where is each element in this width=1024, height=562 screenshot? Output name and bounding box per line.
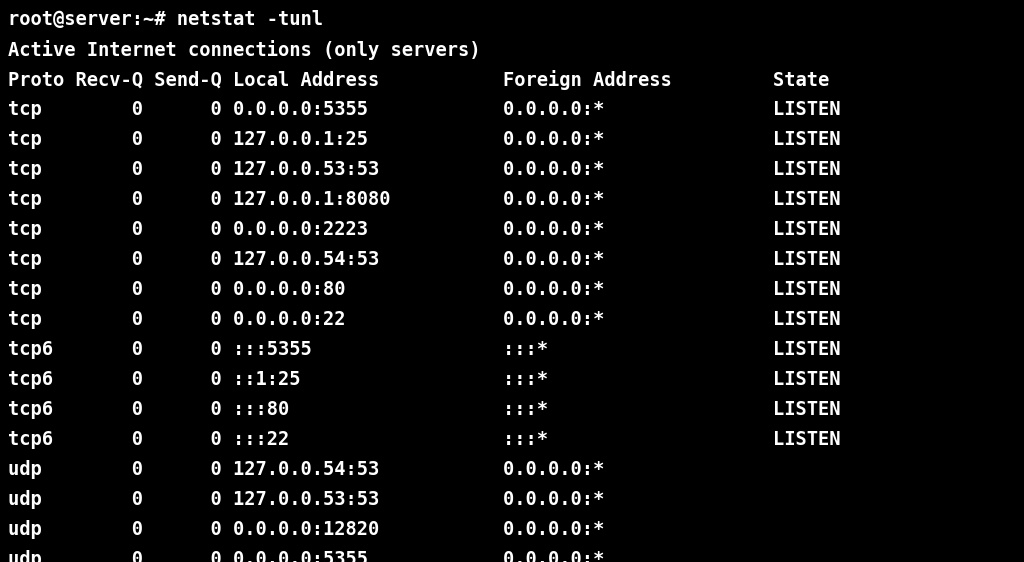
Text: tcp        0      0 0.0.0.0:80              0.0.0.0:*               LISTEN: tcp 0 0 0.0.0.0:80 0.0.0.0:* LISTEN bbox=[8, 280, 841, 299]
Text: tcp6       0      0 :::22                   :::*                    LISTEN: tcp6 0 0 :::22 :::* LISTEN bbox=[8, 430, 841, 449]
Text: udp        0      0 127.0.0.53:53           0.0.0.0:*: udp 0 0 127.0.0.53:53 0.0.0.0:* bbox=[8, 490, 604, 509]
Text: tcp        0      0 0.0.0.0:5355            0.0.0.0:*               LISTEN: tcp 0 0 0.0.0.0:5355 0.0.0.0:* LISTEN bbox=[8, 100, 841, 119]
Text: tcp6       0      0 ::1:25                  :::*                    LISTEN: tcp6 0 0 ::1:25 :::* LISTEN bbox=[8, 370, 841, 389]
Text: tcp        0      0 127.0.0.54:53           0.0.0.0:*               LISTEN: tcp 0 0 127.0.0.54:53 0.0.0.0:* LISTEN bbox=[8, 250, 841, 269]
Text: udp        0      0 0.0.0.0:5355            0.0.0.0:*: udp 0 0 0.0.0.0:5355 0.0.0.0:* bbox=[8, 550, 604, 562]
Text: tcp        0      0 127.0.0.1:8080          0.0.0.0:*               LISTEN: tcp 0 0 127.0.0.1:8080 0.0.0.0:* LISTEN bbox=[8, 190, 841, 209]
Text: tcp6       0      0 :::5355                 :::*                    LISTEN: tcp6 0 0 :::5355 :::* LISTEN bbox=[8, 340, 841, 359]
Text: udp        0      0 127.0.0.54:53           0.0.0.0:*: udp 0 0 127.0.0.54:53 0.0.0.0:* bbox=[8, 460, 604, 479]
Text: tcp6       0      0 :::80                   :::*                    LISTEN: tcp6 0 0 :::80 :::* LISTEN bbox=[8, 400, 841, 419]
Text: tcp        0      0 0.0.0.0:22              0.0.0.0:*               LISTEN: tcp 0 0 0.0.0.0:22 0.0.0.0:* LISTEN bbox=[8, 310, 841, 329]
Text: udp        0      0 0.0.0.0:12820           0.0.0.0:*: udp 0 0 0.0.0.0:12820 0.0.0.0:* bbox=[8, 520, 604, 539]
Text: tcp        0      0 0.0.0.0:2223            0.0.0.0:*               LISTEN: tcp 0 0 0.0.0.0:2223 0.0.0.0:* LISTEN bbox=[8, 220, 841, 239]
Text: tcp        0      0 127.0.0.53:53           0.0.0.0:*               LISTEN: tcp 0 0 127.0.0.53:53 0.0.0.0:* LISTEN bbox=[8, 160, 841, 179]
Text: Proto Recv-Q Send-Q Local Address           Foreign Address         State: Proto Recv-Q Send-Q Local Address Foreig… bbox=[8, 70, 829, 90]
Text: tcp        0      0 127.0.0.1:25            0.0.0.0:*               LISTEN: tcp 0 0 127.0.0.1:25 0.0.0.0:* LISTEN bbox=[8, 130, 841, 149]
Text: root@server:~# netstat -tunl: root@server:~# netstat -tunl bbox=[8, 10, 323, 29]
Text: Active Internet connections (only servers): Active Internet connections (only server… bbox=[8, 40, 480, 60]
